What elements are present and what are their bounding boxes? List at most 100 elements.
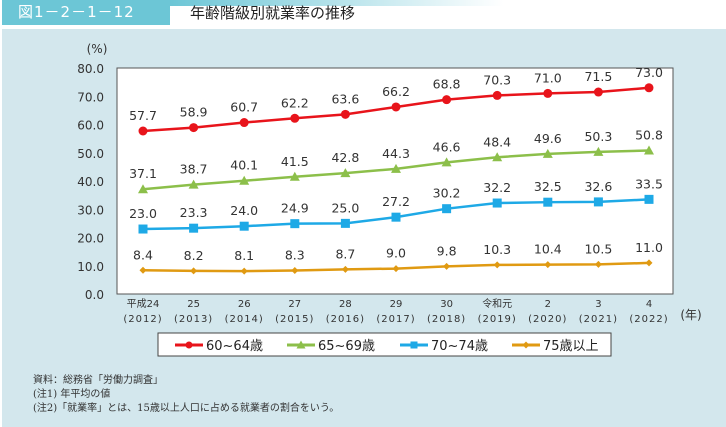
page-title: 年齢階級別就業率の推移: [190, 4, 356, 22]
data-label: 8.2: [184, 248, 204, 263]
data-label: 30.2: [433, 186, 461, 201]
data-label: 44.3: [382, 146, 410, 161]
x-tick-year: (2018): [427, 314, 466, 325]
x-tick-label: 28: [339, 299, 352, 310]
data-label: 25.0: [331, 200, 359, 215]
data-label: 8.1: [234, 248, 254, 263]
x-tick-label: 2: [545, 299, 551, 310]
data-point-square: [340, 218, 350, 228]
data-point-diamond: [493, 261, 501, 269]
data-point-diamond: [240, 267, 248, 275]
data-point-triangle: [138, 184, 148, 194]
data-point-square: [644, 194, 654, 204]
data-point-diamond: [392, 265, 400, 273]
data-label: 24.0: [230, 203, 258, 218]
legend-label: 75歳以上: [543, 339, 599, 354]
data-point-diamond: [341, 265, 349, 273]
legend-box: [157, 332, 612, 357]
data-label: 42.8: [331, 150, 359, 165]
data-point-triangle: [492, 152, 503, 162]
data-point-triangle: [593, 146, 604, 156]
x-tick-year: (2013): [174, 314, 213, 325]
x-tick-year: (2016): [326, 314, 365, 325]
data-point-circle: [492, 90, 502, 100]
data-point-circle: [543, 88, 553, 98]
x-tick-year: (2014): [225, 314, 264, 325]
data-label: 9.8: [437, 243, 457, 258]
data-label: 66.2: [382, 84, 410, 99]
x-tick-year: (2012): [123, 314, 162, 325]
x-tick-label: 29: [390, 299, 403, 310]
x-tick-label: 25: [187, 299, 200, 310]
data-label: 57.7: [129, 108, 157, 123]
data-point-square: [189, 223, 199, 233]
data-point-square: [442, 204, 452, 214]
data-label: 10.3: [483, 242, 511, 257]
data-label: 32.6: [584, 179, 612, 194]
data-label: 8.4: [133, 247, 153, 262]
data-point-circle: [185, 341, 193, 349]
y-tick-label: 40.0: [77, 175, 104, 189]
x-tick-year: (2020): [528, 314, 567, 325]
data-point-triangle: [296, 340, 306, 349]
data-point-triangle: [188, 179, 199, 189]
data-label: 32.2: [483, 180, 511, 195]
source-note: 資料：総務省「労働力調査」: [33, 375, 163, 386]
data-point-square: [239, 221, 249, 231]
figure-number: 図1－2－1－12: [2, 0, 170, 25]
data-point-circle: [442, 95, 452, 105]
data-point-triangle: [289, 171, 300, 181]
data-label: 24.9: [281, 201, 309, 216]
y-tick-label: 50.0: [77, 147, 104, 161]
note-2: (注2)「就業率」とは、15歳以上人口に占める就業者の割合をいう。: [33, 403, 340, 414]
x-tick-year: (2015): [275, 314, 314, 325]
data-label: 38.7: [180, 162, 208, 177]
note-1: (注1) 年平均の値: [33, 389, 111, 400]
data-point-triangle: [391, 163, 401, 173]
y-tick-label: 60.0: [77, 119, 104, 133]
data-label: 10.4: [534, 242, 562, 257]
x-tick-label: 26: [238, 299, 251, 310]
data-label: 41.5: [281, 154, 309, 169]
x-tick-year: (2019): [478, 314, 517, 325]
y-tick-label: 70.0: [77, 90, 104, 104]
data-point-diamond: [139, 266, 147, 274]
data-point-triangle: [340, 168, 351, 178]
x-tick-label: 3: [595, 299, 601, 310]
data-label: 46.6: [433, 139, 461, 154]
data-point-triangle: [542, 148, 553, 158]
x-tick-year: (2021): [579, 314, 618, 325]
data-point-diamond: [291, 267, 299, 275]
y-tick-label: 20.0: [77, 232, 104, 246]
data-point-circle: [391, 102, 401, 112]
data-point-square: [492, 198, 502, 208]
data-point-circle: [138, 126, 148, 136]
data-label: 32.5: [534, 179, 562, 194]
y-tick-label: 10.0: [77, 260, 104, 274]
data-point-diamond: [594, 260, 602, 268]
x-tick-year: (2022): [629, 314, 668, 325]
data-label: 71.5: [584, 69, 612, 84]
data-point-square: [410, 341, 418, 349]
x-tick-year: (2017): [376, 314, 415, 325]
data-point-circle: [189, 123, 199, 133]
data-point-diamond: [645, 259, 653, 267]
y-tick-label: 30.0: [77, 203, 104, 217]
data-point-diamond: [443, 262, 451, 270]
data-label: 10.5: [584, 241, 612, 256]
data-label: 40.1: [230, 158, 258, 173]
data-label: 63.6: [331, 91, 359, 106]
x-tick-label: 令和元: [482, 297, 512, 310]
legend-label: 65~69歳: [318, 339, 375, 354]
data-point-triangle: [239, 175, 250, 185]
header-decoration: [170, 0, 726, 6]
data-label: 8.7: [335, 246, 355, 261]
legend-label: 70~74歳: [431, 339, 488, 354]
data-label: 11.0: [635, 240, 663, 255]
data-point-square: [593, 197, 603, 207]
x-tick-label: 30: [440, 299, 453, 310]
x-axis-label: (年): [680, 308, 701, 322]
data-point-square: [543, 197, 553, 207]
data-point-square: [290, 219, 300, 229]
